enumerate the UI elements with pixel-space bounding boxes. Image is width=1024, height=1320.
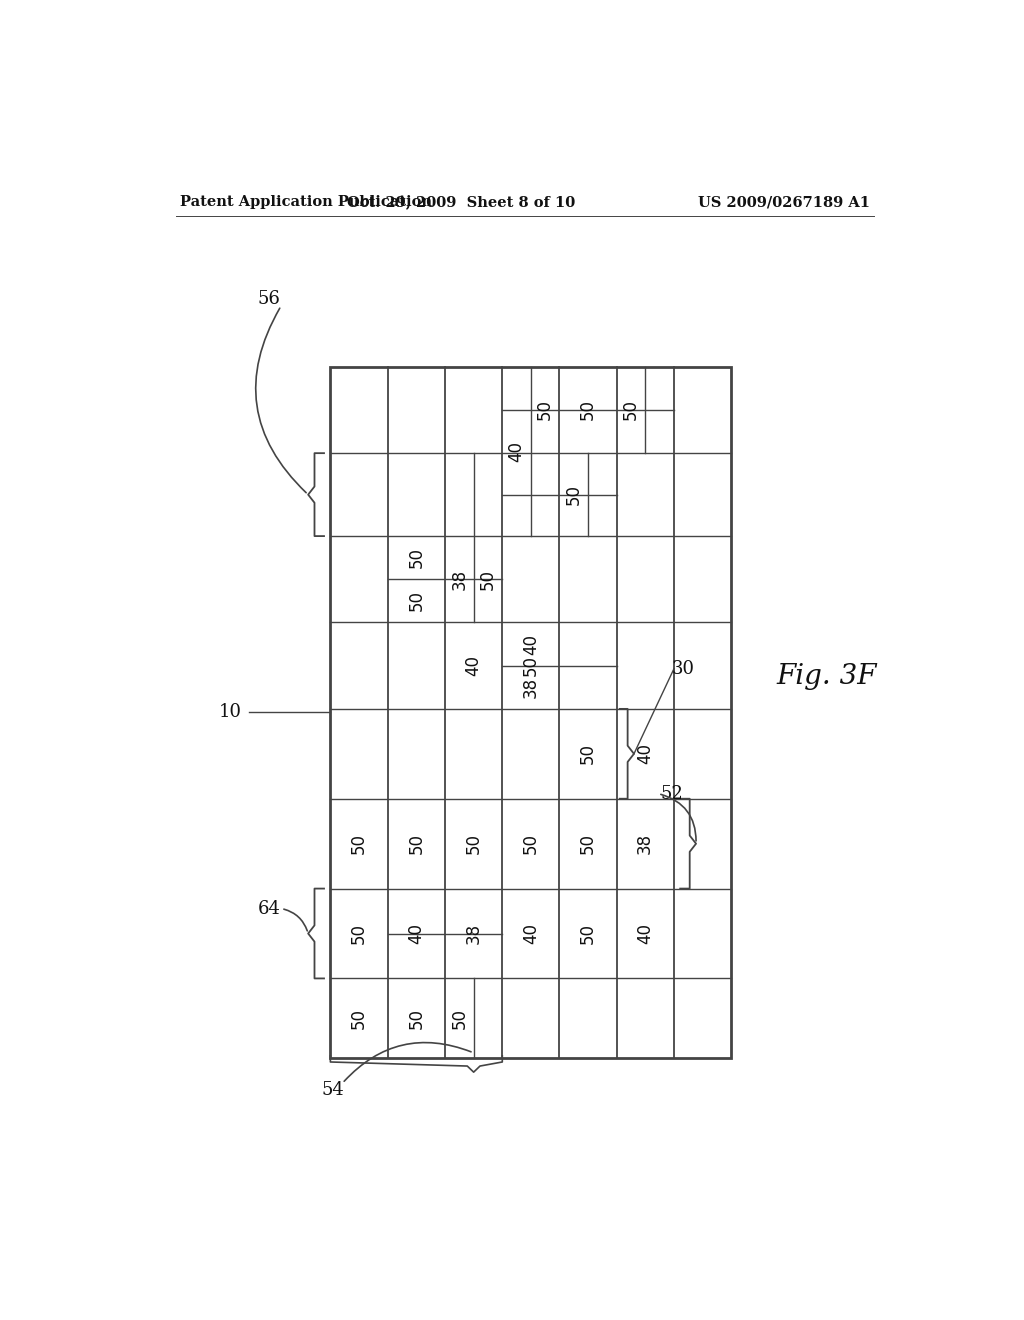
Text: 40: 40: [522, 634, 540, 655]
Text: 50: 50: [350, 833, 368, 854]
Text: 40: 40: [636, 743, 654, 764]
Text: 38: 38: [636, 833, 654, 854]
Text: 38: 38: [522, 677, 540, 698]
Text: 50: 50: [408, 548, 425, 568]
Text: 38: 38: [465, 923, 482, 944]
Text: 50: 50: [350, 1007, 368, 1028]
Text: 50: 50: [622, 400, 640, 421]
Text: 50: 50: [408, 1007, 425, 1028]
Text: 50: 50: [451, 1007, 468, 1028]
Text: 56: 56: [258, 289, 281, 308]
Text: 40: 40: [522, 923, 540, 944]
Text: 50: 50: [479, 569, 497, 590]
Text: 40: 40: [408, 923, 425, 944]
Text: 50: 50: [522, 833, 540, 854]
Text: 40: 40: [508, 441, 525, 462]
Text: 50: 50: [579, 833, 597, 854]
Text: US 2009/0267189 A1: US 2009/0267189 A1: [698, 195, 870, 209]
Text: 50: 50: [536, 400, 554, 421]
Text: 50: 50: [408, 833, 425, 854]
Text: 50: 50: [579, 400, 597, 421]
Text: 52: 52: [660, 784, 683, 803]
Text: 50: 50: [522, 655, 540, 676]
Text: 40: 40: [465, 655, 482, 676]
Text: 40: 40: [636, 923, 654, 944]
Text: 50: 50: [564, 484, 583, 506]
Text: Fig. 3F: Fig. 3F: [776, 663, 877, 690]
Bar: [331, 367, 731, 1057]
Text: 50: 50: [579, 923, 597, 944]
Text: 38: 38: [451, 569, 468, 590]
Text: 50: 50: [350, 923, 368, 944]
Text: 10: 10: [218, 704, 242, 721]
Text: 50: 50: [579, 743, 597, 764]
Text: 50: 50: [408, 590, 425, 611]
Text: Oct. 29, 2009  Sheet 8 of 10: Oct. 29, 2009 Sheet 8 of 10: [347, 195, 575, 209]
Text: 30: 30: [672, 660, 695, 677]
Text: 64: 64: [258, 899, 281, 917]
Text: 50: 50: [465, 833, 482, 854]
Text: Patent Application Publication: Patent Application Publication: [179, 195, 431, 209]
Text: 54: 54: [322, 1081, 344, 1100]
